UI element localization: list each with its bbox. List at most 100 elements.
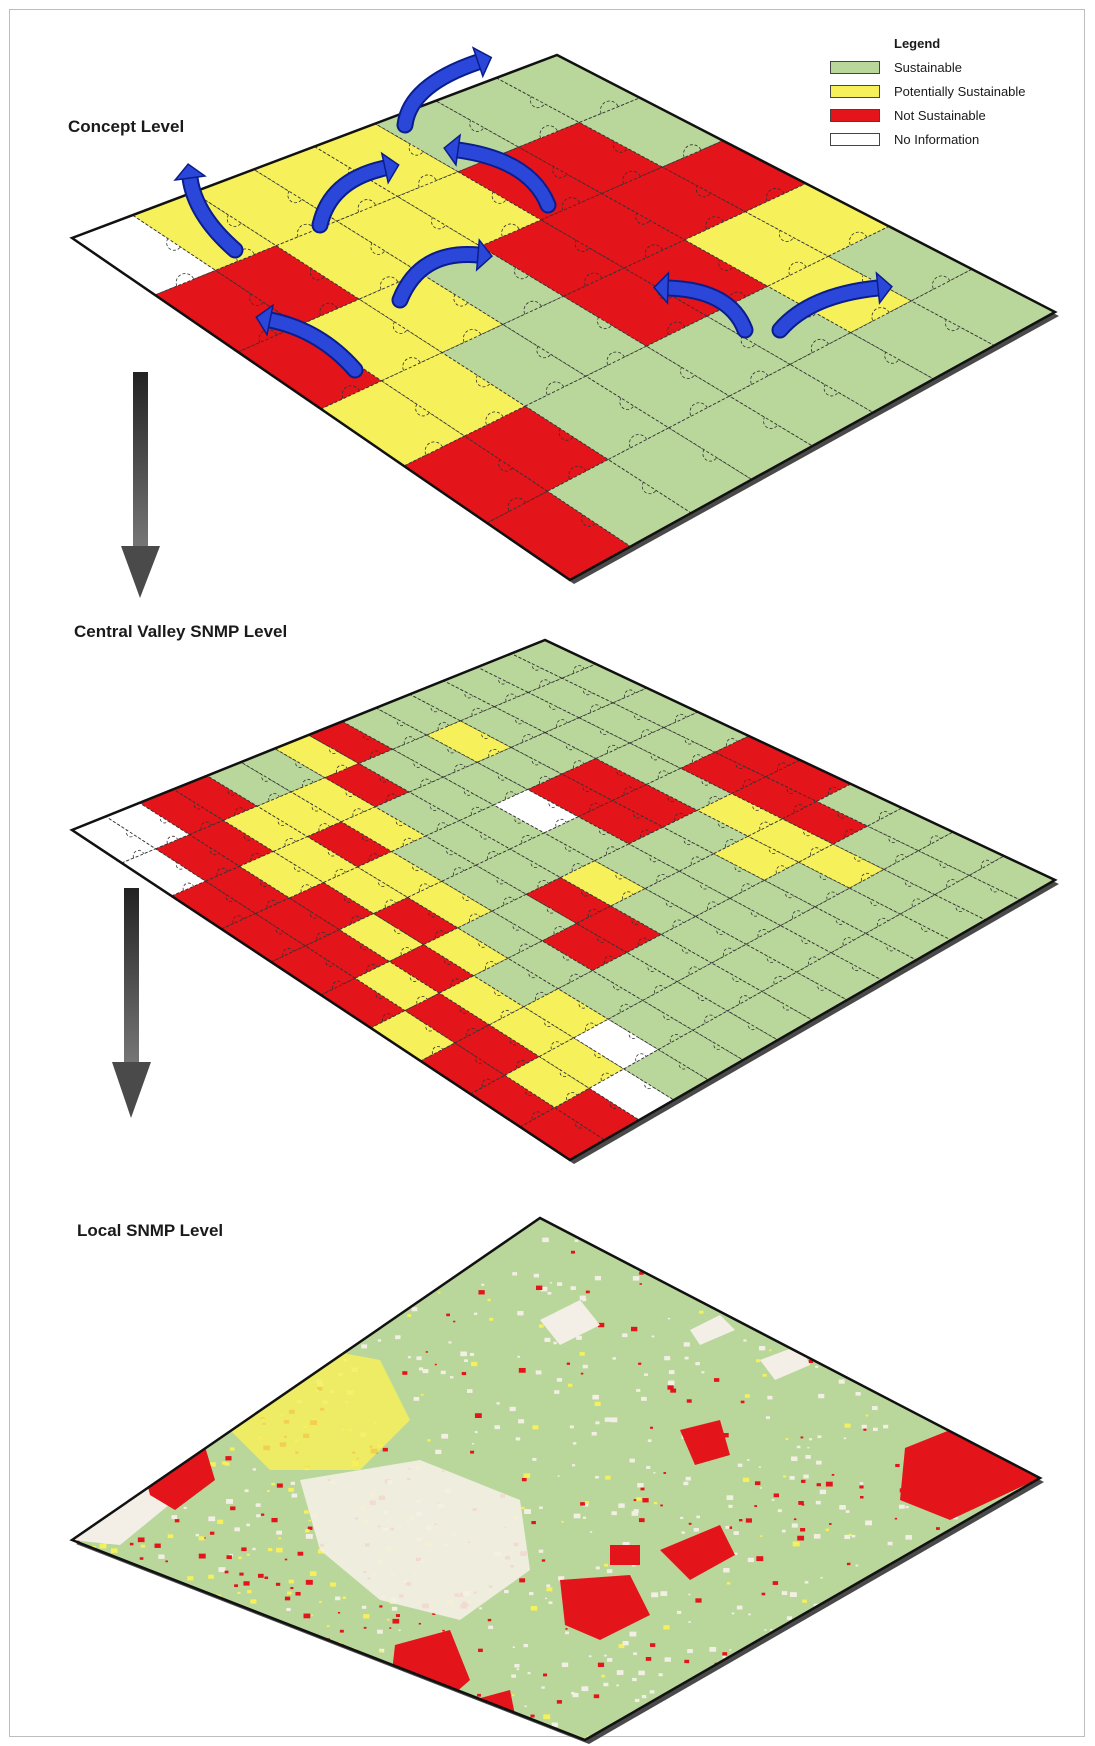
land-use-speck [777,1509,782,1513]
land-use-speck [548,1601,553,1605]
land-use-speck [728,1504,733,1508]
land-use-speck [883,1424,889,1429]
land-use-speck [660,1504,663,1507]
land-use-speck [829,1523,832,1525]
land-use-speck [759,1487,762,1489]
land-use-speck [649,1690,655,1694]
land-use-speck [139,1557,144,1560]
land-use-speck [363,1614,370,1619]
land-use-speck [198,1553,206,1559]
land-use-speck [686,1399,692,1403]
land-use-speck [504,1589,509,1594]
land-use-speck [543,1673,548,1677]
land-use-speck [573,1513,581,1519]
land-use-speck [622,1641,629,1646]
land-use-speck [542,1237,549,1243]
land-use-speck [514,1663,520,1668]
land-use-speck [664,1356,671,1361]
land-use-speck [307,1526,313,1530]
land-use-speck [684,1356,689,1360]
land-use-speck [668,1380,675,1385]
land-use-speck [225,1456,232,1461]
land-use-speck [317,1549,325,1554]
land-use-speck [288,1487,294,1492]
land-use-speck [898,1504,905,1509]
land-use-speck [460,1351,467,1357]
land-use-speck [446,1313,450,1317]
land-use-speck [713,1378,720,1382]
concept-exchange-arrows [173,46,893,379]
land-use-speck [618,1644,625,1649]
local-snmp-map [69,1216,1044,1744]
exchange-arrow [451,143,555,212]
land-use-speck [699,1310,704,1314]
land-use-speck [796,1445,801,1449]
land-use-speck [789,1592,797,1597]
land-use-speck [572,1442,577,1445]
land-use-speck [610,1417,618,1423]
land-use-speck [553,1341,557,1345]
land-use-speck [512,1646,515,1648]
land-use-speck [905,1535,912,1540]
land-use-speck [237,1591,241,1594]
land-use-speck [580,1372,584,1375]
land-use-speck [683,1342,690,1347]
land-use-speck [863,1428,867,1431]
land-use-speck [744,1394,750,1398]
land-use-speck [481,1283,485,1286]
land-use-speck [605,1475,611,1480]
land-use-speck [688,1621,691,1623]
land-use-speck [754,1481,761,1486]
land-use-speck [256,1514,261,1518]
land-use-speck [767,1395,773,1400]
land-use-speck [416,1356,422,1361]
land-use-speck [646,1466,651,1469]
land-use-speck [722,1433,729,1438]
land-use-speck [243,1581,250,1586]
land-use-speck [479,1607,482,1610]
land-use-speck [261,1513,265,1516]
land-use-speck [488,1625,494,1630]
land-use-speck [696,1515,700,1519]
land-use-speck [489,1317,494,1321]
land-use-speck [733,1531,739,1535]
land-use-speck [540,1286,548,1292]
land-use-speck [467,1389,473,1393]
land-use-speck [773,1493,779,1498]
land-use-speck [606,1569,613,1574]
land-use-speck [276,1547,283,1553]
land-use-speck [229,1553,233,1557]
land-use-speck [758,1346,766,1351]
land-use-speck [339,1629,344,1633]
land-use-speck [441,1433,449,1439]
land-use-speck [519,1578,526,1583]
land-use-speck [570,1250,576,1254]
exchange-arrow [183,171,242,257]
land-use-speck [379,1605,383,1608]
land-use-speck [653,1472,656,1474]
land-use-speck [855,1564,859,1567]
down-arrow-2 [112,888,151,1118]
land-use-speck [545,1597,548,1600]
exchange-arrow-head [652,271,670,305]
land-use-speck [267,1548,273,1552]
land-use-speck [208,1574,214,1579]
land-use-speck [278,1537,282,1540]
land-use-speck [786,1616,793,1620]
land-use-speck [330,1582,336,1587]
land-use-speck [154,1543,161,1548]
land-use-speck [808,1359,814,1364]
land-use-speck [229,1447,235,1451]
land-use-speck [825,1528,829,1531]
land-use-speck [165,1560,168,1563]
central-valley-snmp-board [69,638,1059,1164]
land-use-speck [638,1670,645,1676]
exchange-arrow-head [475,238,493,272]
land-use-speck [183,1506,187,1510]
land-use-speck [250,1599,257,1604]
land-use-speck [783,1475,787,1478]
land-use-speck [547,1291,552,1295]
land-use-speck [478,1648,483,1653]
land-use-speck [297,1551,304,1556]
land-use-speck [851,1534,856,1538]
